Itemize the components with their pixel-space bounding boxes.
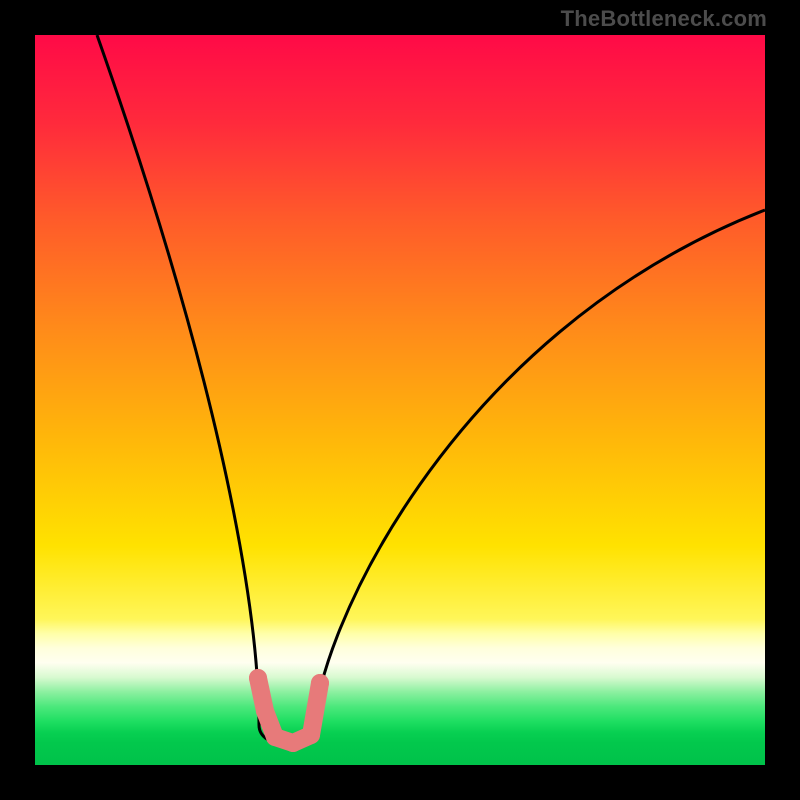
trough-marker (256, 702, 274, 720)
trough-marker (284, 734, 302, 752)
trough-marker (311, 674, 329, 692)
curve-layer (35, 35, 765, 765)
watermark-text: TheBottleneck.com (561, 6, 767, 32)
bottleneck-curve (97, 35, 765, 745)
trough-marker (249, 669, 267, 687)
trough-marker (266, 728, 284, 746)
plot-area (35, 35, 765, 765)
trough-marker (302, 726, 320, 744)
